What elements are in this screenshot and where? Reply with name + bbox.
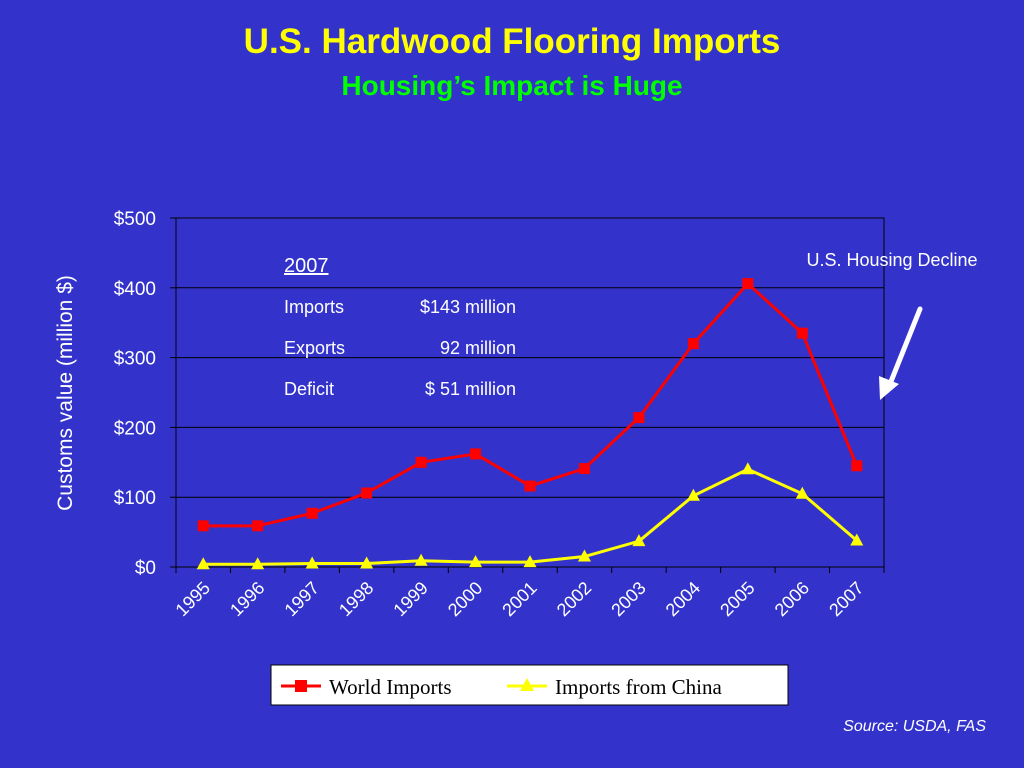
y-tick-label: $300 [114,349,156,370]
slide-subtitle: Housing’s Impact is Huge [341,70,683,101]
annotation-row-exports: Exports 92 million [284,338,516,358]
plot-area [175,217,885,568]
data-point [414,553,428,566]
x-axis: 1995 1996 1997 1998 1999 2000 2001 2002 2003 2004… [172,567,885,620]
data-point [469,555,483,568]
y-tick-label: $400 [114,279,156,300]
legend-marker-triangle [520,678,534,691]
data-point [687,338,699,350]
annotation-row-deficit: Deficit $ 51 million [284,379,516,399]
annotation-label: Exports [284,338,345,358]
x-tick-label: 1999 [389,578,431,620]
annotation-value: $ 51 million [425,379,516,399]
callout-text: U.S. Housing Decline [806,250,977,270]
data-point [305,556,319,569]
x-tick-label: 2004 [662,578,704,620]
data-point [742,278,754,290]
data-point [796,327,808,339]
data-point [686,488,700,501]
x-tick-label: 1996 [226,578,268,620]
x-tick-label: 2001 [498,578,540,620]
data-point [632,534,646,547]
x-tick-label: 1998 [335,578,377,620]
annotation-label: Deficit [284,379,334,399]
data-point [851,460,863,472]
data-point [523,555,537,568]
series-world-imports [197,278,863,532]
series-imports-from-china [196,462,864,570]
series-layer [196,278,864,570]
x-tick-label: 1997 [281,578,323,620]
data-point [741,462,755,475]
gridlines [176,287,884,498]
annotation-label: Imports [284,297,344,317]
y-axis-label: Customs value (million $) [54,275,77,511]
x-tick-label: 2000 [444,578,486,620]
legend-label: World Imports [329,675,452,699]
y-axis: $0 $100 $200 $300 $400 $500 [114,209,176,579]
x-tick-label: 1995 [172,578,214,620]
source-note: Source: USDA, FAS [843,718,986,735]
data-point [196,557,210,570]
data-point [415,456,427,468]
data-point [524,480,536,492]
x-tick-label: 2003 [607,578,649,620]
legend-label: Imports from China [555,675,722,699]
annotation-heading: 2007 [284,255,329,277]
legend-marker-square [295,680,307,692]
data-point [577,549,591,562]
y-tick-label: $0 [135,558,156,579]
x-tick-label: 2006 [771,578,813,620]
data-point [633,412,645,424]
legend: World Imports Imports from China [270,664,789,706]
annotation-row-imports: Imports $143 million [284,297,516,317]
data-point [795,486,809,499]
x-tick-label: 2005 [716,578,758,620]
data-point [252,520,264,532]
data-point [578,463,590,475]
legend-item-world-imports: World Imports [281,675,452,699]
y-tick-label: $200 [114,418,156,439]
data-point [470,448,482,460]
x-tick-label: 2007 [825,578,867,620]
data-point [251,557,265,570]
data-point [361,487,373,499]
y-tick-label: $100 [114,488,156,509]
y-tick-label: $500 [114,209,156,230]
annotation-value: $143 million [420,297,516,317]
callout-arrow-icon [879,306,923,400]
data-point [360,556,374,569]
annotation-value: 92 million [440,338,516,358]
legend-item-imports-from-china: Imports from China [507,675,722,699]
data-point [306,507,318,519]
data-point [850,533,864,546]
data-point [197,520,209,532]
slide-title: U.S. Hardwood Flooring Imports [243,22,781,61]
x-tick-label: 2002 [553,578,595,620]
